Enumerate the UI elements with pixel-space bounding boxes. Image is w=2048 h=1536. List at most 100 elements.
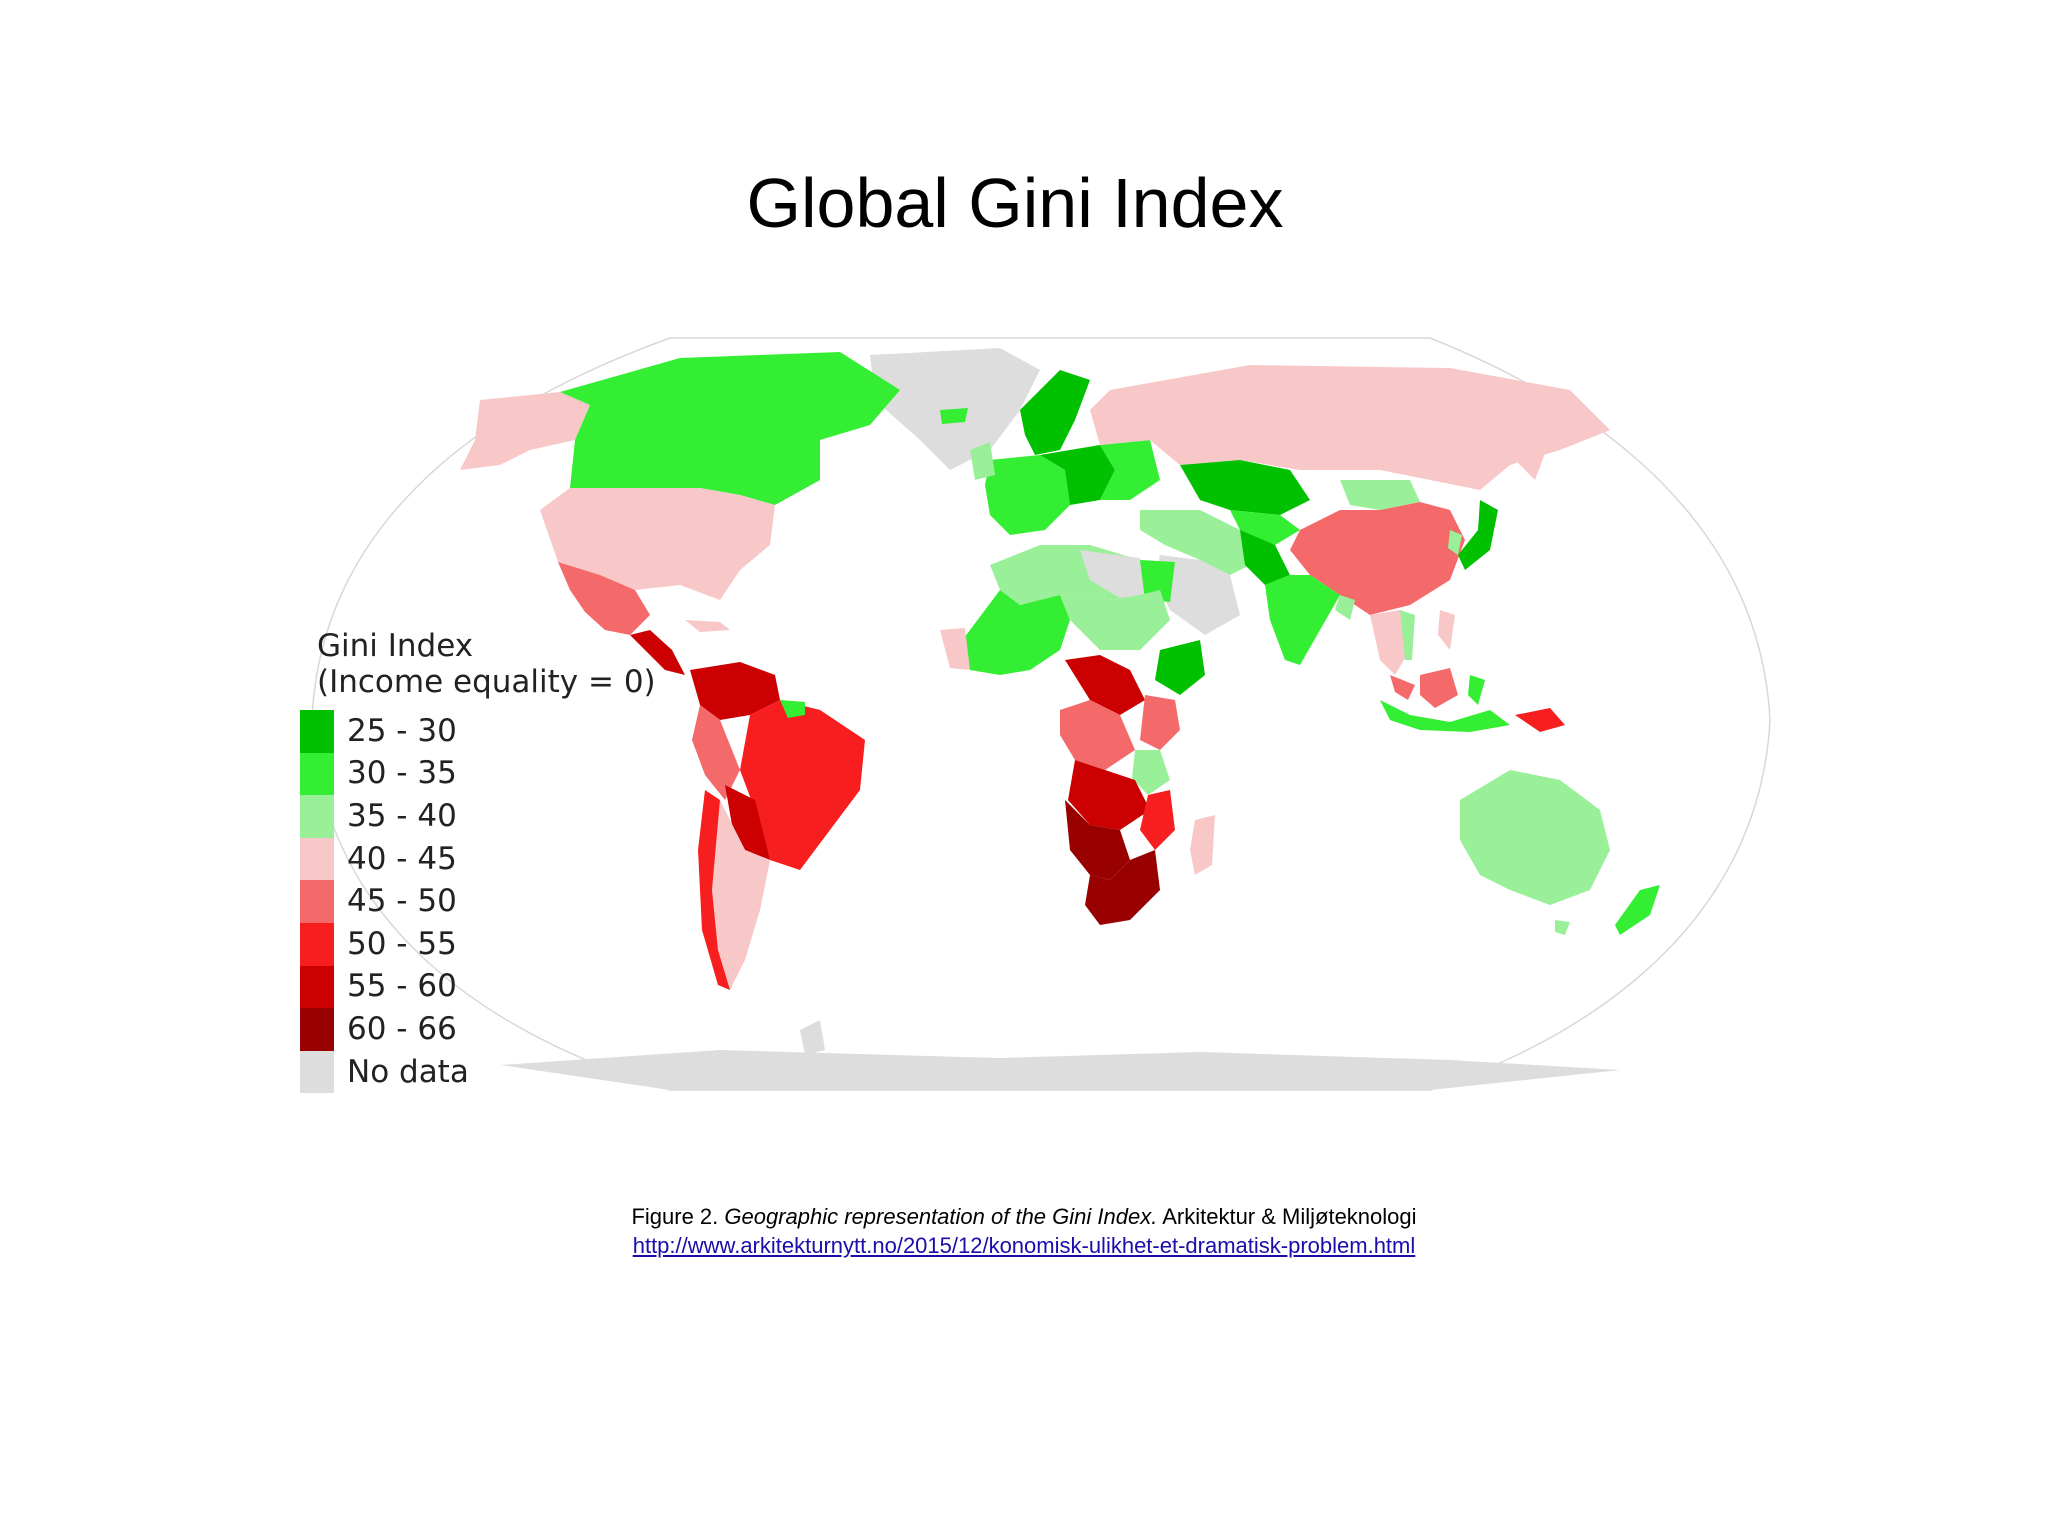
egypt [1140,560,1175,602]
angola-zambia [1068,760,1150,830]
legend-swatch [300,922,334,966]
world-map [300,330,1780,1100]
namibia-botswana [1065,800,1130,880]
arabia [1155,555,1240,635]
south-africa [1085,850,1160,925]
madagascar [1190,815,1215,875]
legend-label: 25 - 30 [347,712,457,749]
legend-item: 35 - 40 [300,795,680,838]
legend-swatch [300,1008,334,1051]
legend-swatch [300,837,334,881]
turkey-iran [1140,510,1260,575]
east-africa [1140,695,1180,750]
philippines [1438,610,1455,650]
caption-prefix: Figure 2. [631,1204,725,1229]
antarctic-peninsula [800,1020,825,1055]
usa [540,488,775,600]
west-africa-coast [940,628,970,670]
south-asia-east [1335,595,1355,620]
scandinavia [1020,370,1090,455]
slide-title: Global Gini Index [746,164,1284,242]
kazakhstan [1180,460,1310,515]
sahel [1060,590,1170,650]
southeast-asia-mainland [1370,610,1410,675]
legend-item: No data [300,1050,680,1094]
bolivia-paraguay [725,785,770,860]
legend-label: 60 - 66 [347,1010,457,1047]
legend-item: 55 - 60 [300,965,680,1009]
map-legend: Gini Index (Income equality = 0) 25 - 30… [300,628,680,1094]
central-america [630,630,685,675]
legend-swatch [300,1050,334,1094]
legend-swatch [300,752,334,796]
malaysia [1390,675,1415,700]
brazil [740,700,865,870]
legend-item: 25 - 30 [300,710,680,753]
legend-item: 50 - 55 [300,922,680,966]
canada [560,352,900,505]
tanzania [1132,750,1170,795]
borneo [1420,668,1458,708]
tasmania [1555,920,1570,935]
libya-egypt-nodata [1080,550,1158,598]
new-zealand [1615,885,1660,935]
uk-ireland [970,442,995,480]
legend-item: 30 - 35 [300,752,680,796]
japan [1458,500,1498,570]
west-africa [955,590,1070,675]
figure-caption: Figure 2. Geographic representation of t… [0,1202,2048,1260]
horn-of-africa [1155,640,1205,695]
mozambique [1140,790,1175,850]
afghanistan-pakistan [1240,530,1290,585]
kamchatka [1510,430,1550,480]
india [1265,575,1340,665]
central-africa [1065,655,1145,715]
legend-item: 40 - 45 [300,837,680,881]
legend-label: 30 - 35 [347,755,457,792]
iceland [940,408,968,424]
eastern-europe [1100,440,1160,500]
mexico [558,562,650,635]
legend-swatch [300,710,334,753]
legend-label: 45 - 50 [347,883,457,920]
caption-italic: Geographic representation of the Gini In… [724,1204,1158,1229]
western-europe [985,455,1070,535]
legend-items: 25 - 30 30 - 35 35 - 40 40 - 45 45 - 50 … [300,710,680,1094]
caribbean [685,620,730,632]
source-link[interactable]: http://www.arkitekturnytt.no/2015/12/kon… [632,1233,1416,1258]
caption-suffix: Arkitektur & Miljøteknologi [1157,1204,1417,1229]
papua-new-guinea [1515,708,1565,732]
congo-basin [1060,700,1135,770]
legend-label: 35 - 40 [347,797,457,834]
colombia-venezuela [690,662,780,720]
legend-swatch [300,880,334,923]
legend-label: 50 - 55 [347,925,457,962]
russia [1090,365,1610,490]
legend-label: No data [347,1053,469,1090]
sulawesi [1468,675,1485,705]
korea [1448,530,1462,555]
legend-title: Gini Index [317,628,474,664]
peru [692,705,740,800]
guyana [780,700,805,718]
legend-label: 40 - 45 [347,840,457,877]
vietnam [1400,610,1415,660]
central-europe [1040,445,1115,505]
legend-subtitle: (Income equality = 0) [317,664,656,700]
legend-item: 45 - 50 [300,880,680,923]
indonesia [1380,700,1510,732]
legend-swatch [300,795,334,838]
alaska [460,392,590,470]
antarctica [500,1050,1620,1090]
australia [1460,770,1610,905]
chile [698,790,730,990]
legend-label: 55 - 60 [347,968,457,1005]
china [1290,502,1465,615]
world-map-svg [311,337,1771,1091]
legend-swatch [300,965,334,1009]
chile-argentina [712,800,770,990]
mongolia [1340,480,1420,510]
legend-item: 60 - 66 [300,1008,680,1051]
caption-text: Figure 2. Geographic representation of t… [0,1202,2048,1231]
